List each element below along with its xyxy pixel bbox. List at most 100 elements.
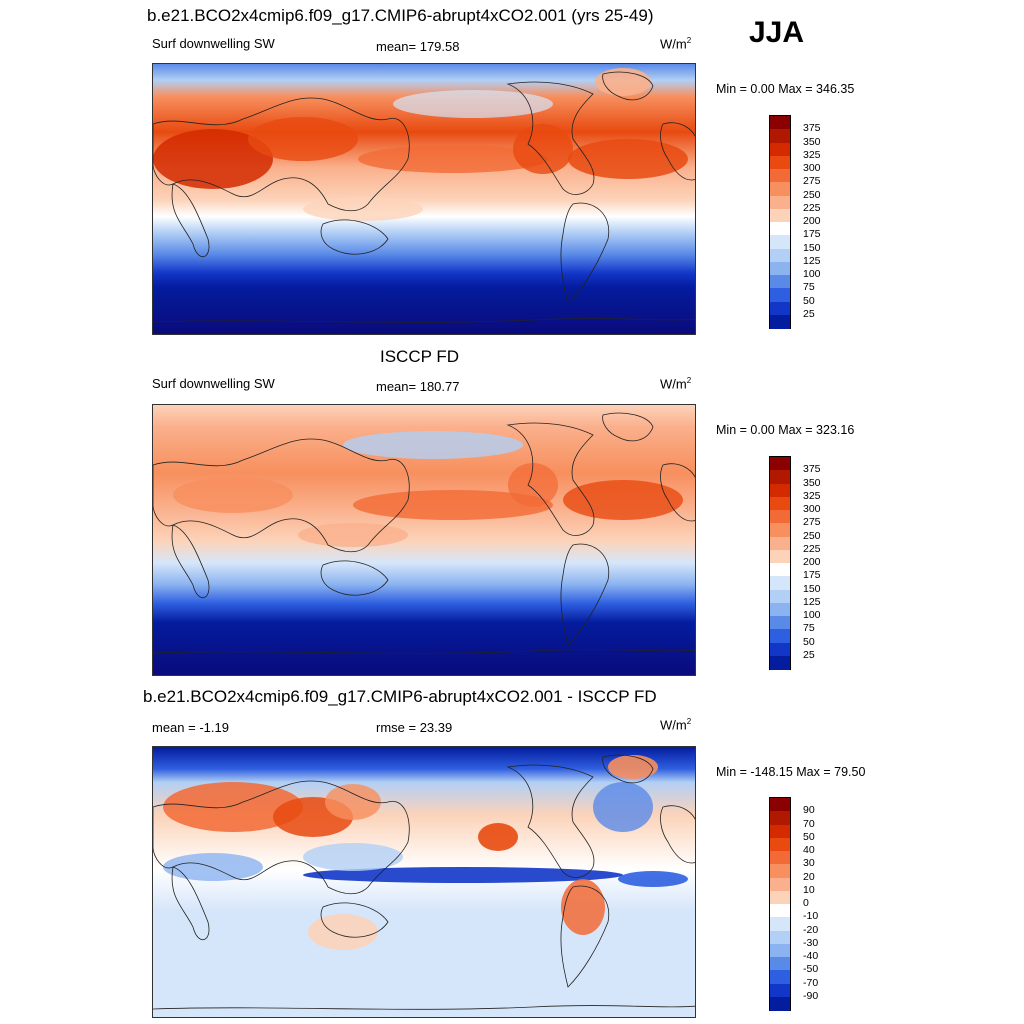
panel-3-colorbar-tick-label: -70 — [803, 976, 819, 989]
panel-2-minmax: Min = 0.00 Max = 323.16 — [716, 423, 855, 437]
panel-2-colorbar-tick-label: 375 — [803, 463, 821, 476]
panel-3-colorbar-tick-label: -50 — [803, 963, 819, 976]
panel-1-map — [152, 63, 696, 335]
panel-1-colorbar-swatch — [770, 169, 790, 183]
panel-1-colorbar-swatch — [770, 261, 790, 276]
panel-1-colorbar-tick-label: 325 — [803, 148, 821, 161]
panel-2-colorbar-tick-label: 350 — [803, 476, 821, 489]
panel-3-colorbar-swatch — [770, 864, 790, 878]
panel-3-colorbar-tick-label: -90 — [803, 989, 819, 1002]
panel-1-colorbar-swatch — [770, 222, 790, 236]
panel-2-colorbar-tick-label: 100 — [803, 609, 821, 621]
panel-2-colorbar-swatch — [770, 642, 790, 657]
panel-2-colorbar-swatch — [770, 523, 790, 537]
panel-1-colorbar-tick-label: 75 — [803, 281, 815, 294]
panel-2-colorbar-tick-label: 175 — [803, 569, 821, 582]
panel-2-colorbar-tick-label: 325 — [803, 489, 821, 502]
panel-1-colorbar-swatch — [770, 301, 790, 316]
panel-2-units: W/m2 — [660, 376, 692, 392]
panel-1-variable-label: Surf downwelling SW — [152, 36, 275, 51]
panel-1-colorbar-tick-label: 150 — [803, 241, 821, 254]
panel-2-colorbar-swatch — [770, 457, 790, 471]
panel-3-colorbar-tick-label: 20 — [803, 870, 815, 883]
panel-2-colorbar-swatch — [770, 483, 790, 498]
panel-3-colorbar-swatch — [770, 890, 790, 905]
panel-3-colorbar-tick-label: 0 — [803, 897, 809, 909]
panel-1-units: W/m2 — [660, 36, 692, 52]
panel-2-colorbar-swatch — [770, 602, 790, 617]
panel-2-colorbar-swatch — [770, 563, 790, 577]
panel-1-colorbar-swatch — [770, 275, 790, 289]
panel-3-colorbar-tick-label: 40 — [803, 844, 815, 856]
panel-3-rmse-label: rmse = 23.39 — [376, 720, 453, 735]
panel-1-colorbar-swatch — [770, 208, 790, 223]
panel-1-colorbar-swatch — [770, 235, 790, 249]
panel-3-minmax: Min = -148.15 Max = 79.50 — [716, 765, 866, 779]
panel-1-minmax: Min = 0.00 Max = 346.35 — [716, 82, 855, 96]
panel-2-colorbar-swatch — [770, 536, 790, 551]
panel-2-colorbar-tick-label: 250 — [803, 529, 821, 542]
panel-2-colorbar-swatch — [770, 510, 790, 524]
season-label: JJA — [749, 16, 805, 49]
panel-1-colorbar-tick-label: 100 — [803, 268, 821, 280]
panel-2-colorbar-tick-label: 200 — [803, 556, 821, 568]
panel-3-colorbar-tick-label: 50 — [803, 830, 815, 843]
panel-3-colorbar-tick-label: -20 — [803, 923, 819, 936]
panel-1-colorbar-tick-label: 300 — [803, 162, 821, 174]
panel-1-colorbar — [769, 115, 791, 329]
panel-2-colorbar-tick-label: 75 — [803, 622, 815, 635]
panel-3-colorbar-swatch — [770, 983, 790, 998]
panel-3-colorbar-swatch — [770, 970, 790, 984]
panel-3-colorbar-tick-label: -30 — [803, 936, 819, 949]
panel-3-colorbar-swatch — [770, 930, 790, 945]
panel-2-colorbar-swatch — [770, 589, 790, 604]
panel-3-colorbar-swatch — [770, 943, 790, 958]
panel-3-colorbar-swatch — [770, 798, 790, 812]
panel-3-colorbar-tick-label: -40 — [803, 950, 819, 962]
panel-2-colorbar-swatch — [770, 549, 790, 564]
panel-2-colorbar-swatch — [770, 616, 790, 630]
panel-3-colorbar-swatch — [770, 877, 790, 892]
panel-2-colorbar-swatch — [770, 629, 790, 643]
panel-2-colorbar — [769, 456, 791, 670]
panel-2-colorbar-swatch — [770, 470, 790, 484]
panel-2-mean-label: mean= 180.77 — [376, 379, 460, 394]
panel-1-colorbar-tick-label: 200 — [803, 215, 821, 227]
panel-2-colorbar-tick-label: 225 — [803, 542, 821, 555]
panel-3-colorbar-tick-label: 70 — [803, 817, 815, 830]
panel-3-mean-label: mean = -1.19 — [152, 720, 229, 735]
panel-3-colorbar-swatch — [770, 996, 790, 1011]
panel-1-colorbar-swatch — [770, 142, 790, 157]
panel-3-colorbar-swatch — [770, 837, 790, 852]
panel-1-colorbar-tick-label: 250 — [803, 188, 821, 201]
panel-3-colorbar-tick-label: 90 — [803, 804, 815, 817]
panel-1-colorbar-swatch — [770, 195, 790, 210]
panel-2-colorbar-tick-label: 25 — [803, 648, 815, 661]
panel-1-colorbar-tick-label: 350 — [803, 135, 821, 148]
panel-1-colorbar-tick-label: 225 — [803, 201, 821, 214]
panel-2-colorbar-tick-label: 150 — [803, 582, 821, 595]
panel-3-colorbar-tick-label: 30 — [803, 857, 815, 870]
panel-2-title: ISCCP FD — [380, 347, 460, 366]
panel-3-colorbar-swatch — [770, 917, 790, 931]
panel-2-colorbar-swatch — [770, 496, 790, 511]
panel-1-mean-label: mean= 179.58 — [376, 39, 460, 54]
panel-1-colorbar-tick-label: 125 — [803, 254, 821, 267]
panel-3-colorbar — [769, 797, 791, 1011]
panel-2-colorbar-tick-label: 275 — [803, 516, 821, 529]
panel-1-colorbar-swatch — [770, 314, 790, 329]
panel-3-colorbar-swatch — [770, 811, 790, 825]
panel-1-colorbar-tick-label: 375 — [803, 122, 821, 135]
panel-3-title: b.e21.BCO2x4cmip6.f09_g17.CMIP6-abrupt4x… — [143, 687, 657, 706]
panel-1-colorbar-swatch — [770, 182, 790, 196]
panel-3-map — [152, 746, 696, 1018]
panel-3-colorbar-swatch — [770, 957, 790, 971]
panel-2-colorbar-tick-label: 300 — [803, 503, 821, 515]
panel-2-colorbar-tick-label: 125 — [803, 595, 821, 608]
panel-1-title: b.e21.BCO2x4cmip6.f09_g17.CMIP6-abrupt4x… — [147, 6, 654, 25]
panel-1-colorbar-swatch — [770, 248, 790, 263]
panel-2-map — [152, 404, 696, 676]
panel-1-colorbar-swatch — [770, 129, 790, 143]
panel-2-colorbar-swatch — [770, 655, 790, 670]
panel-3-units: W/m2 — [660, 717, 692, 733]
